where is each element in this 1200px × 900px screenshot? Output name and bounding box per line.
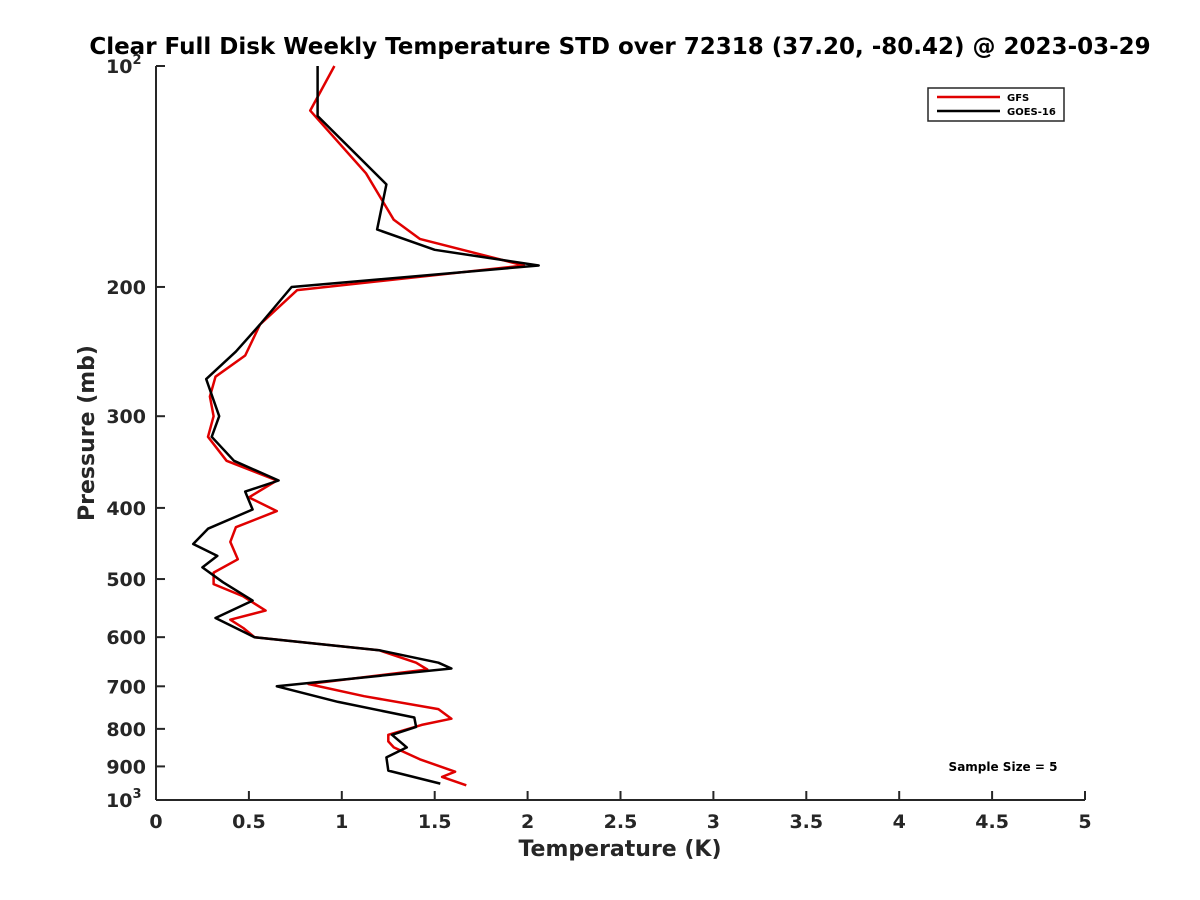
y-tick-label: 200 [106,277,146,299]
legend: GFS GOES-16 [927,87,1065,122]
y-tick-label: 800 [106,719,146,741]
y-tick-label: 600 [106,627,146,649]
x-tick-label: 0.5 [232,811,266,833]
x-tick-label: 1 [335,811,348,833]
x-tick-label: 5 [1078,811,1091,833]
x-ticks: 0 0.5 1 1.5 2 2.5 3 3.5 4 4.5 5 [149,791,1092,833]
y-tick-label: 102 [106,53,142,78]
y-tick-label: 103 [106,787,142,812]
x-tick-label: 0 [149,811,162,833]
x-tick-label: 3.5 [789,811,823,833]
legend-label-gfs: GFS [1007,93,1029,104]
y-tick-label: 900 [106,756,146,778]
y-axis-label: Pressure (mb) [75,345,100,521]
y-tick-label: 500 [106,569,146,591]
y-ticks: 102 200 300 400 500 600 700 800 900 103 [106,53,165,812]
legend-label-goes: GOES-16 [1007,107,1056,118]
y-tick-label: 400 [106,498,146,520]
x-tick-label: 2.5 [604,811,638,833]
x-tick-label: 4 [893,811,906,833]
x-tick-label: 1.5 [418,811,452,833]
x-axis-label: Temperature (K) [518,837,721,862]
series-layer [191,65,540,787]
sample-size-annotation: Sample Size = 5 [949,760,1058,774]
chart-title: Clear Full Disk Weekly Temperature STD o… [89,34,1150,60]
x-tick-label: 4.5 [975,811,1009,833]
x-tick-label: 3 [707,811,720,833]
y-tick-label: 700 [106,676,146,698]
y-tick-label: 300 [106,406,146,428]
legend-box [927,87,1065,122]
series-line-goes-16 [191,66,540,785]
x-tick-label: 2 [521,811,534,833]
